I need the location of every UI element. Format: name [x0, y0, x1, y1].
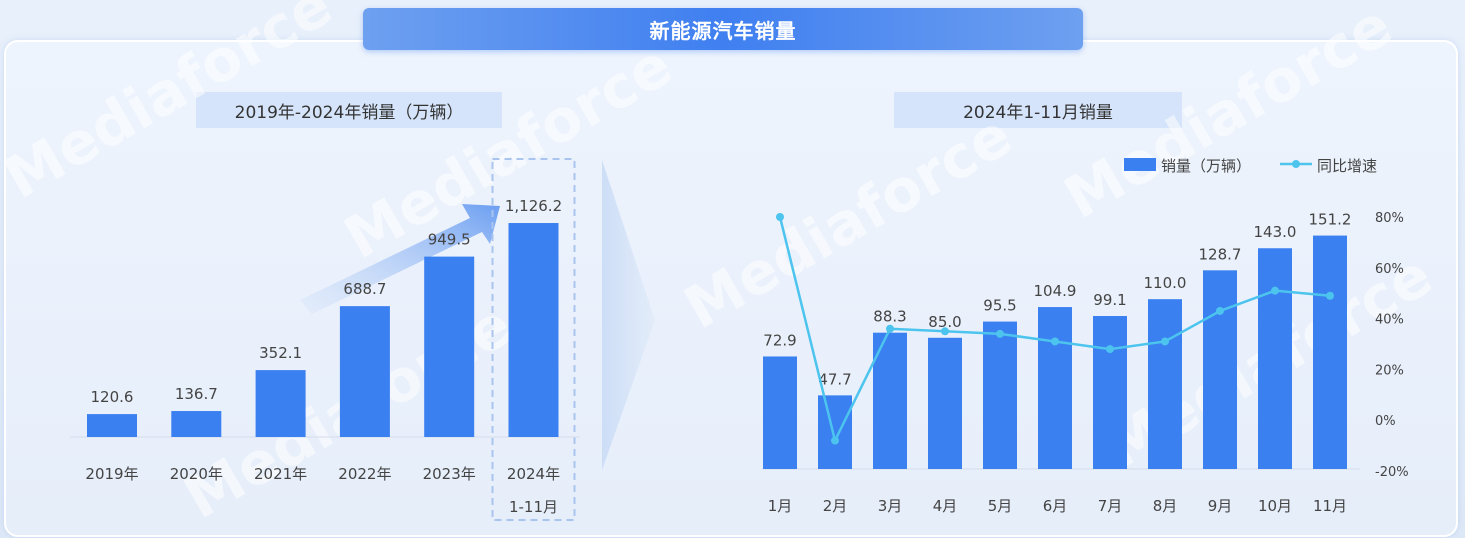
bar	[255, 370, 306, 437]
data-label: 352.1	[259, 344, 302, 362]
data-label: 688.7	[343, 280, 386, 298]
page-title: 新能源汽车销量	[363, 8, 1083, 50]
yoy-growth-point	[1161, 337, 1169, 346]
divider-chevron-icon	[602, 160, 655, 470]
y-right-tick-label: 0%	[1375, 414, 1396, 429]
bar	[1313, 235, 1347, 469]
yoy-growth-point	[776, 213, 784, 221]
y-right-tick-label: 80%	[1375, 211, 1404, 226]
bar	[171, 411, 222, 437]
x-tick-label: 2020年	[170, 465, 223, 483]
data-label: 949.5	[428, 231, 471, 249]
x-tick-label: 11月	[1313, 497, 1347, 515]
y-right-tick-label: 40%	[1375, 313, 1404, 328]
x-tick-label: 9月	[1208, 497, 1233, 515]
bar	[1203, 270, 1237, 469]
bar	[1093, 316, 1127, 469]
y-right-tick-label: 20%	[1375, 363, 1404, 378]
yoy-growth-point	[1326, 291, 1334, 300]
yoy-growth-point	[941, 327, 949, 336]
highlight-box	[491, 158, 576, 521]
y-right-tick-label: 60%	[1375, 262, 1404, 277]
data-label: 88.3	[873, 308, 906, 326]
x-tick-label: 3月	[878, 497, 903, 515]
x-tick-label: 2024年	[507, 465, 560, 483]
y-right-tick-label: -20%	[1375, 465, 1409, 480]
bar	[983, 321, 1017, 469]
x-tick-label: 2022年	[338, 465, 391, 483]
x-tick-label: 10月	[1258, 497, 1292, 515]
bar	[1258, 248, 1292, 469]
data-label: 72.9	[763, 331, 796, 349]
x-tick-label: 1月	[768, 497, 793, 515]
x-tick-label: 8月	[1153, 497, 1178, 515]
data-label: 1,126.2	[505, 197, 562, 215]
x-tick-label: 2019年	[85, 465, 138, 483]
data-label: 110.0	[1144, 274, 1187, 292]
bar	[424, 256, 475, 437]
bar	[1148, 299, 1182, 469]
annual-chart-title: 2019年-2024年销量（万辆）	[196, 92, 502, 128]
data-label: 120.6	[91, 388, 134, 406]
yoy-growth-point	[1051, 337, 1059, 346]
legend-label-bar: 销量（万辆）	[1161, 157, 1251, 175]
bar	[339, 306, 390, 437]
bar	[1038, 307, 1072, 469]
bar	[763, 356, 797, 469]
yoy-growth-point	[1216, 306, 1224, 315]
yoy-growth-point	[996, 329, 1004, 338]
data-label: 99.1	[1093, 291, 1126, 309]
data-label: 85.0	[928, 313, 961, 331]
legend-swatch-bar	[1124, 158, 1156, 171]
monthly-chart-title: 2024年1-11月销量	[894, 92, 1182, 128]
data-label: 128.7	[1199, 245, 1242, 263]
x-tick-label: 2021年	[254, 465, 307, 483]
x-tick-label: 5月	[988, 497, 1013, 515]
data-label: 104.9	[1034, 282, 1077, 300]
trend-arrow	[300, 204, 500, 314]
data-label: 95.5	[983, 297, 1016, 315]
data-label: 151.2	[1309, 211, 1352, 229]
x-tick-label: 7月	[1098, 497, 1123, 515]
bar	[873, 332, 907, 469]
x-tick-label: 2月	[823, 497, 848, 515]
x-tick-label: 6月	[1043, 497, 1068, 515]
bar	[928, 337, 962, 469]
data-label: 143.0	[1254, 223, 1297, 241]
yoy-growth-point	[1271, 286, 1279, 295]
legend-swatch-line-marker	[1292, 160, 1300, 168]
yoy-growth-point	[831, 436, 839, 445]
bar	[87, 414, 137, 437]
yoy-growth-point	[1106, 345, 1114, 354]
data-label: 136.7	[175, 385, 218, 403]
x-tick-label: 4月	[933, 497, 958, 515]
yoy-growth-point	[886, 324, 894, 333]
bar	[818, 395, 852, 469]
x-tick-label: 2023年	[423, 465, 476, 483]
data-label: 47.7	[818, 370, 851, 388]
x-tick-sublabel: 1-11月	[509, 498, 558, 516]
bar	[508, 223, 559, 437]
legend-label-line: 同比增速	[1317, 157, 1377, 175]
